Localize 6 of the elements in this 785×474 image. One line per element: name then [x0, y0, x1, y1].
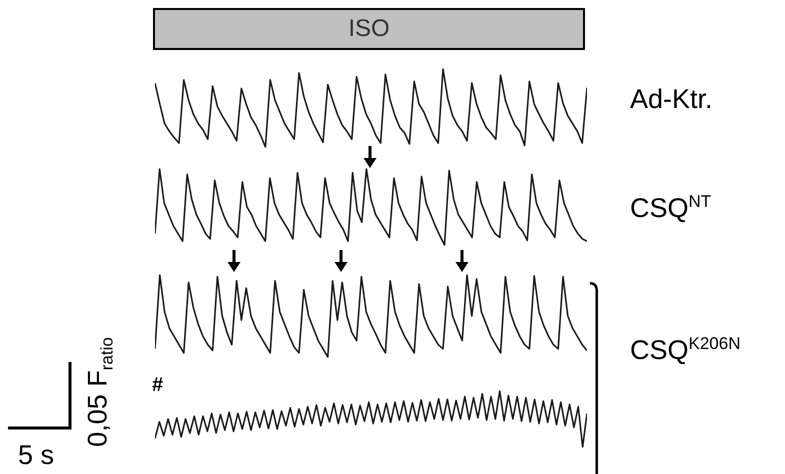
- annotation: #: [152, 374, 164, 397]
- series-label: CSQ$^{K206N}$: [630, 334, 740, 366]
- text: 5 s: [18, 440, 54, 471]
- text: ISO: [153, 8, 585, 50]
- series-label: Ad-Ktr.: [630, 84, 713, 115]
- series-label: CSQ$^{NT}$: [630, 192, 712, 224]
